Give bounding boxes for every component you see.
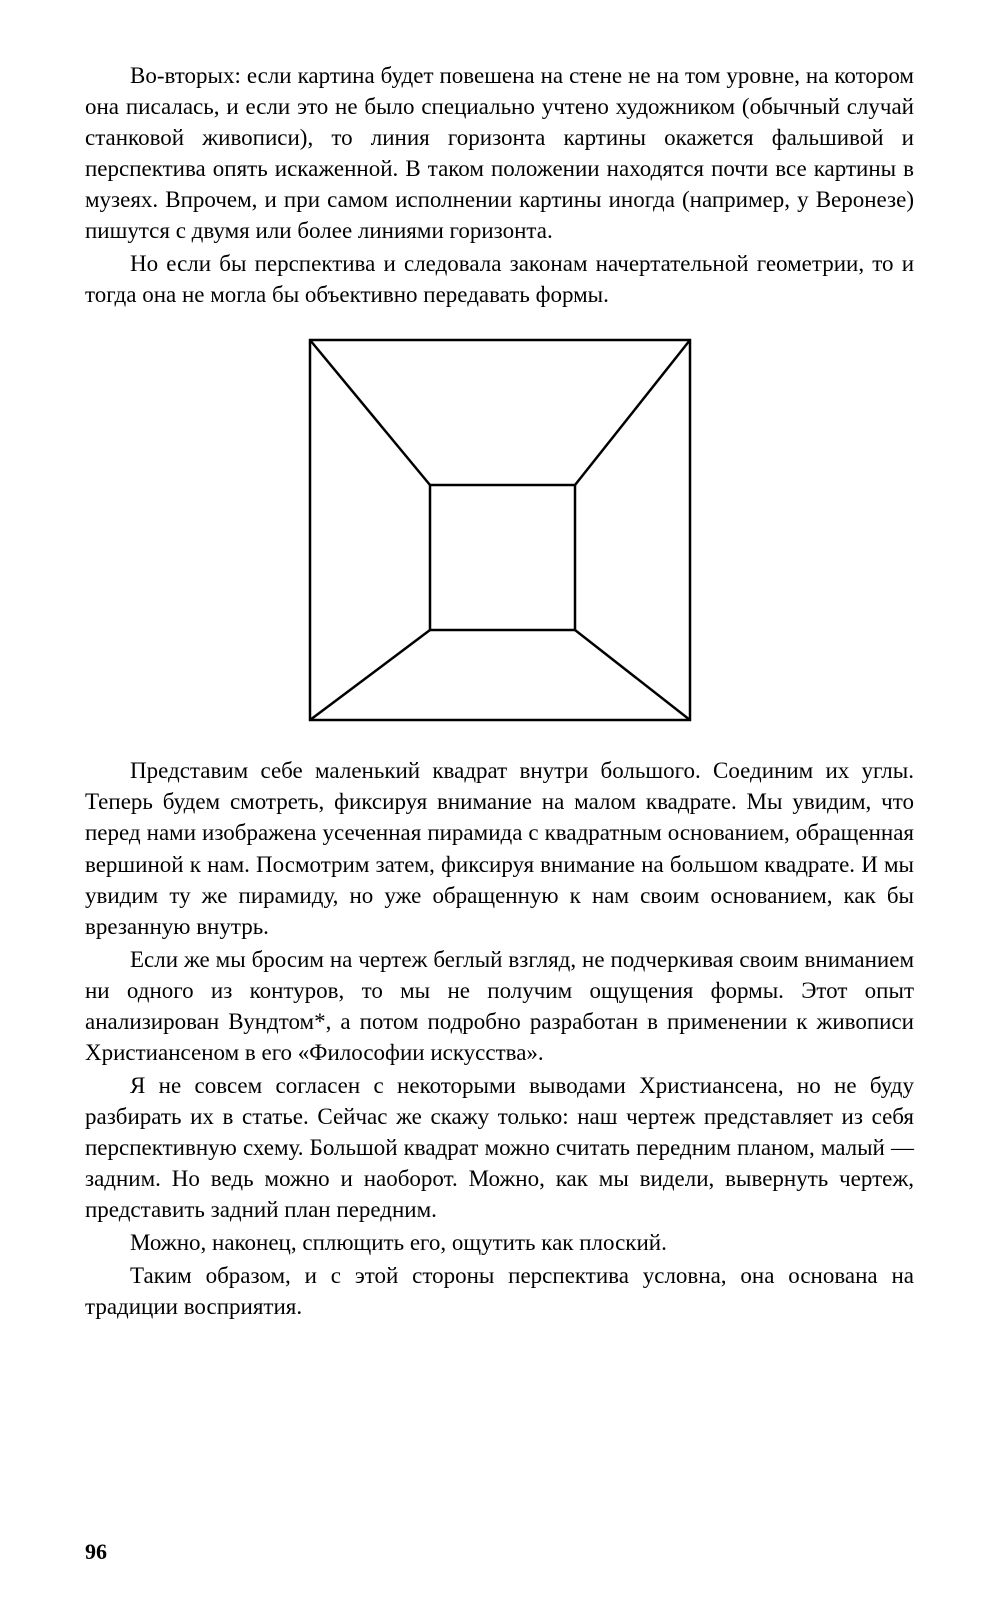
body-paragraph: Я не совсем согласен с некоторыми вывода… xyxy=(85,1070,914,1225)
nested-squares-svg xyxy=(300,330,700,730)
body-paragraph: Представим себе маленький квадрат внутри… xyxy=(85,755,914,941)
body-paragraph: Но если бы перспектива и следовала закон… xyxy=(85,248,914,310)
body-paragraph: Можно, наконец, сплющить его, ощутить ка… xyxy=(85,1227,914,1258)
figure-frustum-diagram xyxy=(85,330,914,730)
body-paragraph: Если же мы бросим на чертеж беглый взгля… xyxy=(85,944,914,1068)
body-paragraph: Таким образом, и с этой стороны перспект… xyxy=(85,1260,914,1322)
body-paragraph: Во-вторых: если картина будет повешена н… xyxy=(85,60,914,246)
page-number: 96 xyxy=(85,1539,107,1565)
